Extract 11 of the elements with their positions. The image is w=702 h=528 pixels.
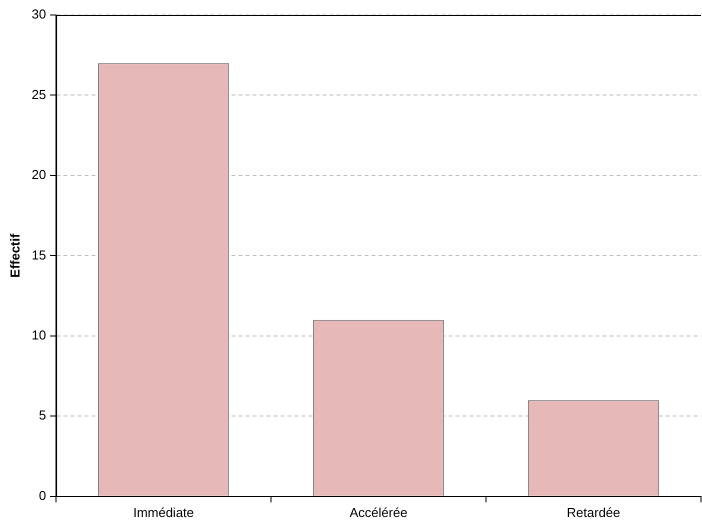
- y-tick-label: 30: [32, 6, 46, 22]
- y-tick-label: 25: [32, 86, 46, 102]
- x-tick-label: Retardée: [566, 504, 620, 520]
- y-tick-label: 15: [32, 247, 46, 262]
- y-tick-label: 20: [32, 167, 46, 182]
- y-axis-title: Effectif: [7, 233, 22, 278]
- y-tick-label: 10: [32, 328, 46, 343]
- y-tick-label: 5: [38, 408, 46, 423]
- x-tick-label: Immédiate: [133, 504, 194, 520]
- y-tick-label: 0: [38, 488, 46, 503]
- x-tick-label: Accélérée: [350, 504, 408, 520]
